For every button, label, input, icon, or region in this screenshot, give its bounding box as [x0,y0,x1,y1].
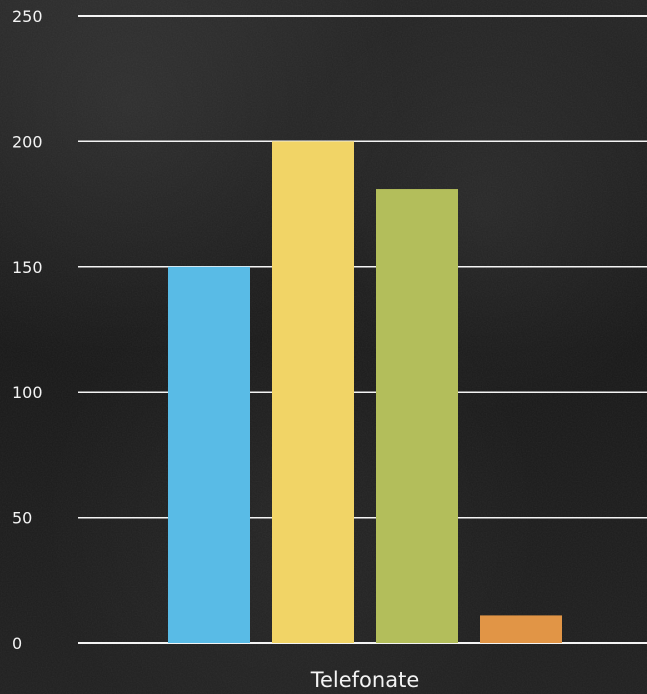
category-label-0: Telefonate [310,668,420,692]
y-tick-label-50: 50 [12,509,32,528]
bar-4 [480,615,562,643]
y-tick-label-250: 250 [12,7,43,26]
bars [168,141,562,643]
bar-2 [272,141,354,643]
category-labels: Telefonate [310,668,420,692]
bar-1 [168,266,250,643]
bar-3 [376,189,458,643]
y-tick-label-0: 0 [12,634,22,653]
y-tick-label-200: 200 [12,132,43,151]
y-axis-ticks: 0 50 100 150 200 250 [12,7,43,653]
y-tick-label-100: 100 [12,383,43,402]
y-tick-label-150: 150 [12,258,43,277]
